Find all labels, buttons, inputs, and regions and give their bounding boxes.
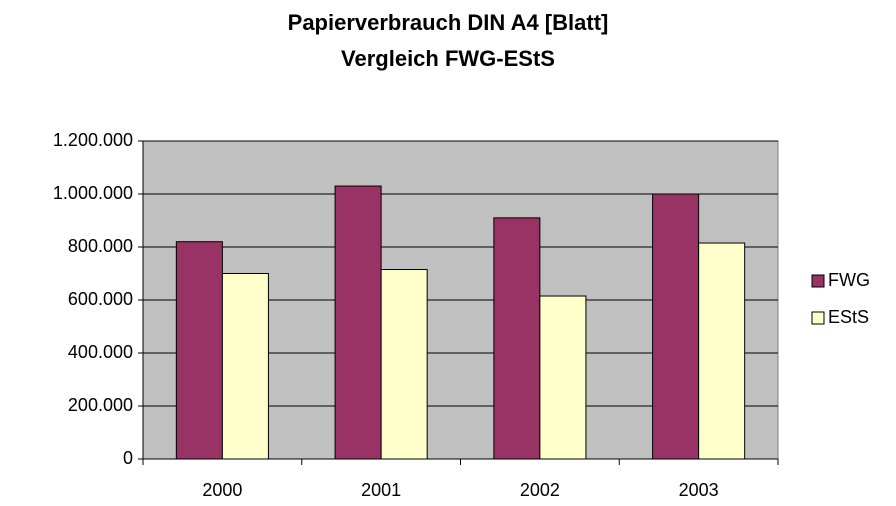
x-tick-label: 2001 — [361, 480, 401, 500]
legend-label: FWG — [828, 270, 870, 290]
bar — [493, 217, 541, 460]
legend-label: EStS — [828, 307, 869, 327]
bar — [380, 269, 428, 460]
x-tick-label: 2003 — [679, 480, 719, 500]
chart-subtitle: Vergleich FWG-EStS — [341, 46, 555, 71]
bar — [334, 185, 382, 460]
bar — [221, 273, 269, 460]
legend-swatch — [811, 311, 825, 325]
y-tick-label: 0 — [123, 448, 133, 468]
bar — [652, 193, 700, 460]
x-tick-label: 2000 — [202, 480, 242, 500]
bar — [698, 242, 746, 460]
y-tick-label: 1.000.000 — [53, 183, 133, 203]
chart-title: Papierverbrauch DIN A4 [Blatt] — [288, 10, 609, 35]
x-tick-label: 2002 — [520, 480, 560, 500]
y-tick-label: 600.000 — [68, 289, 133, 309]
bar — [175, 241, 223, 460]
legend-swatch — [811, 274, 825, 288]
y-tick-label: 800.000 — [68, 236, 133, 256]
y-tick-label: 400.000 — [68, 342, 133, 362]
y-tick-label: 200.000 — [68, 395, 133, 415]
bar — [539, 295, 587, 460]
y-tick-label: 1.200.000 — [53, 130, 133, 150]
